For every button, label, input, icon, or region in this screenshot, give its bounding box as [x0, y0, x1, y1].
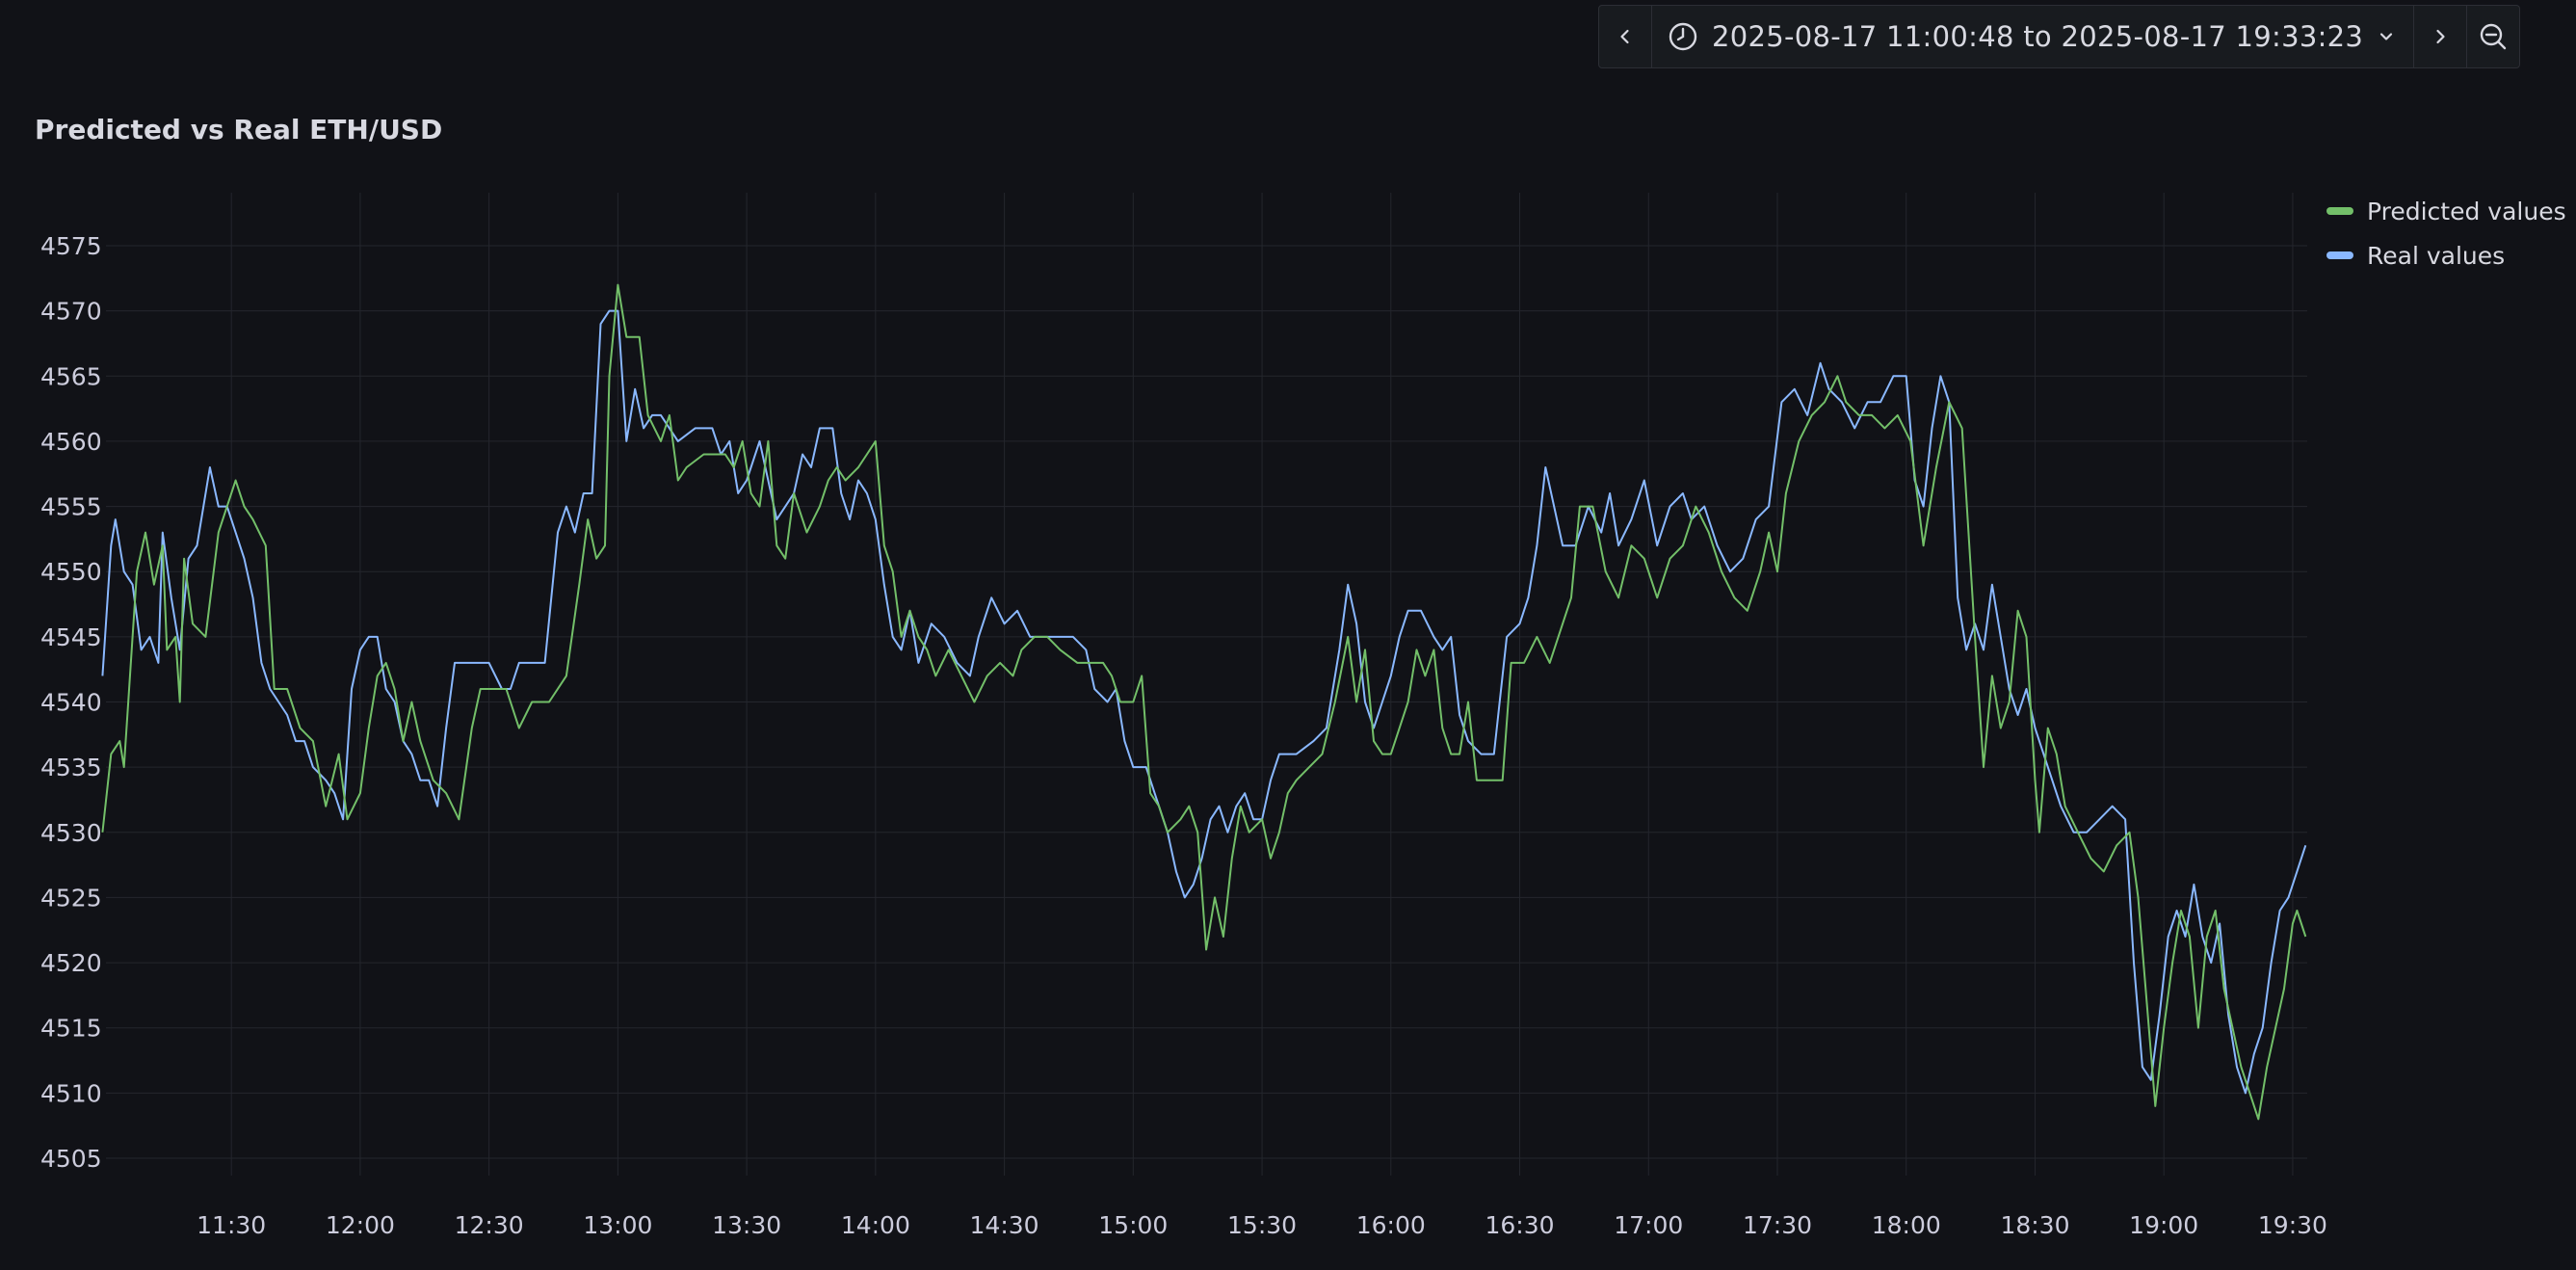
y-tick-label: 4540 [40, 689, 102, 717]
y-tick-label: 4575 [40, 232, 102, 260]
x-tick-label: 13:30 [712, 1211, 781, 1239]
x-tick-label: 14:30 [970, 1211, 1039, 1239]
x-tick-label: 13:00 [583, 1211, 652, 1239]
legend-swatch-predicted [2326, 207, 2353, 215]
x-tick-label: 19:00 [2129, 1211, 2198, 1239]
zoom-out-icon [2480, 23, 2507, 50]
y-tick-label: 4530 [40, 819, 102, 847]
y-tick-label: 4545 [40, 623, 102, 651]
chevron-left-icon [1620, 29, 1629, 44]
chevron-right-icon [2436, 29, 2445, 44]
y-tick-label: 4535 [40, 754, 102, 781]
x-tick-label: 12:00 [326, 1211, 395, 1239]
series-line-predicted-values[interactable] [101, 283, 2307, 1121]
y-tick-label: 4565 [40, 362, 102, 390]
y-tick-label: 4515 [40, 1015, 102, 1043]
y-tick-label: 4550 [40, 558, 102, 586]
x-tick-label: 16:00 [1356, 1211, 1426, 1239]
y-tick-label: 4570 [40, 298, 102, 326]
time-range-text: 2025-08-17 11:00:48 to 2025-08-17 19:33:… [1712, 20, 2364, 53]
x-tick-label: 19:30 [2258, 1211, 2327, 1239]
time-range-button[interactable]: 2025-08-17 11:00:48 to 2025-08-17 19:33:… [1652, 6, 2415, 67]
x-tick-label: 15:00 [1098, 1211, 1168, 1239]
legend-item-predicted[interactable]: Predicted values [2326, 189, 2566, 233]
y-tick-label: 4555 [40, 493, 102, 521]
y-tick-label: 4510 [40, 1079, 102, 1107]
x-tick-label: 18:00 [1872, 1211, 1941, 1239]
legend-label: Real values [2367, 241, 2506, 270]
time-range-back-button[interactable] [1599, 6, 1652, 67]
y-tick-label: 4505 [40, 1145, 102, 1173]
series-line-real-values[interactable] [101, 309, 2307, 1095]
legend-label: Predicted values [2367, 197, 2566, 225]
x-tick-label: 17:30 [1743, 1211, 1812, 1239]
time-range-forward-button[interactable] [2414, 6, 2468, 67]
zoom-out-button[interactable] [2467, 6, 2519, 67]
time-range-picker: 2025-08-17 11:00:48 to 2025-08-17 19:33:… [1598, 5, 2521, 68]
x-tick-label: 15:30 [1227, 1211, 1297, 1239]
x-tick-label: 12:30 [455, 1211, 524, 1239]
x-tick-label: 16:30 [1485, 1211, 1554, 1239]
y-tick-label: 4520 [40, 949, 102, 977]
y-tick-label: 4560 [40, 428, 102, 456]
legend-item-real[interactable]: Real values [2326, 233, 2566, 278]
x-tick-label: 18:30 [2000, 1211, 2069, 1239]
y-tick-label: 4525 [40, 884, 102, 912]
chart-legend: Predicted values Real values [2326, 189, 2566, 278]
clock-icon [1669, 22, 1697, 51]
legend-swatch-real [2326, 251, 2353, 259]
x-tick-label: 11:30 [197, 1211, 266, 1239]
chevron-down-icon [2380, 33, 2393, 40]
x-tick-label: 17:00 [1614, 1211, 1683, 1239]
panel-title: Predicted vs Real ETH/USD [35, 114, 443, 146]
x-tick-label: 14:00 [841, 1211, 910, 1239]
